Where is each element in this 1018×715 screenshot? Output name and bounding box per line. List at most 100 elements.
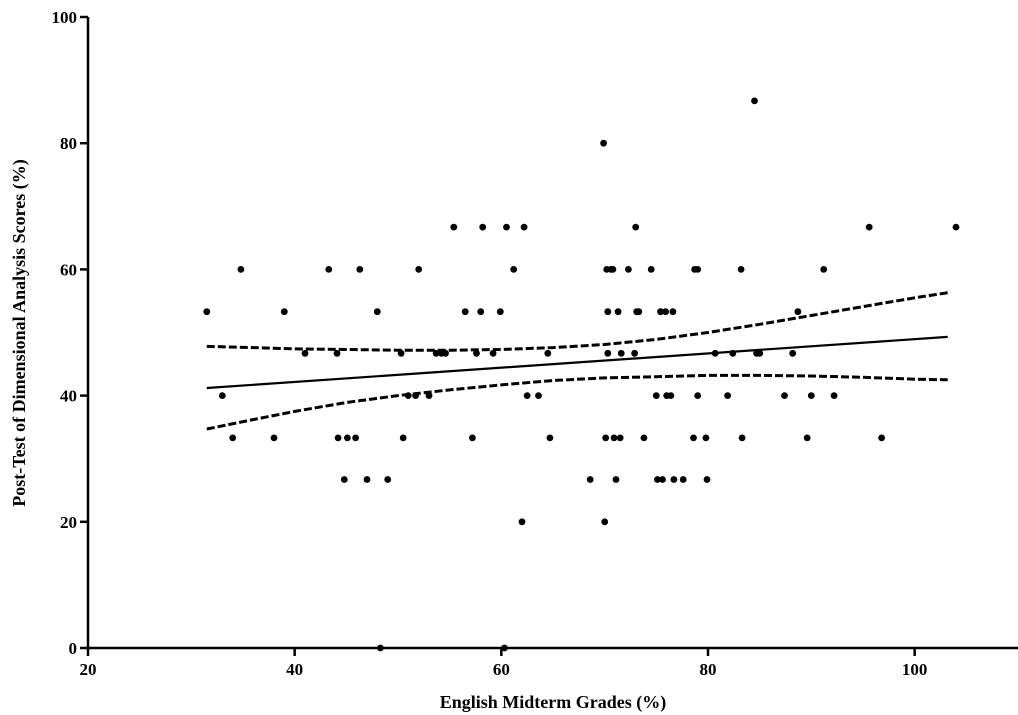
data-point <box>535 392 542 399</box>
data-point <box>544 349 552 357</box>
y-tick-label: 60 <box>60 260 77 279</box>
y-tick-label: 100 <box>52 8 78 27</box>
data-point <box>647 266 655 273</box>
y-tick-label: 20 <box>60 513 77 532</box>
data-point <box>203 308 211 316</box>
data-point <box>830 392 838 399</box>
data-point <box>373 308 381 316</box>
data-point <box>616 434 624 442</box>
data-point <box>352 434 359 442</box>
data-point <box>702 434 710 442</box>
data-point <box>384 476 392 483</box>
data-point <box>546 434 554 442</box>
x-tick-label: 60 <box>493 660 510 679</box>
data-point <box>625 266 632 273</box>
ci-lower-line <box>206 373 948 431</box>
data-point <box>520 223 528 231</box>
data-point <box>631 349 638 357</box>
data-point <box>432 349 440 357</box>
regression-line <box>206 335 948 390</box>
data-point <box>344 434 351 442</box>
data-point <box>617 349 625 357</box>
data-point <box>657 308 664 316</box>
data-point <box>865 223 873 231</box>
data-point <box>334 434 342 442</box>
data-point <box>356 266 364 273</box>
data-point <box>756 349 764 357</box>
data-point <box>738 434 746 442</box>
y-axis-title: Post-Test of Dimensional Analysis Scores… <box>9 159 30 507</box>
data-point <box>610 434 618 442</box>
data-point <box>667 392 675 399</box>
data-point <box>601 518 609 526</box>
data-point <box>878 434 885 442</box>
data-point <box>270 434 278 442</box>
data-point <box>711 349 719 357</box>
data-point <box>807 392 815 399</box>
data-point <box>503 223 510 231</box>
confidence-band <box>206 291 948 431</box>
x-tick-label: 20 <box>80 660 97 679</box>
y-tick-label: 40 <box>60 387 77 406</box>
data-point <box>442 349 449 357</box>
data-point <box>237 266 245 273</box>
data-point <box>333 349 341 357</box>
data-point <box>703 476 711 483</box>
data-point <box>659 476 666 483</box>
data-point <box>690 434 697 442</box>
data-point <box>694 392 702 399</box>
data-point <box>399 434 407 442</box>
data-point <box>363 476 371 483</box>
data-point <box>600 139 607 147</box>
data-point <box>612 476 620 483</box>
data-point <box>614 308 622 316</box>
data-point <box>724 392 731 399</box>
data-point <box>586 476 594 483</box>
x-tick-label: 100 <box>902 660 928 679</box>
data-point <box>461 308 469 316</box>
data-point <box>479 223 487 231</box>
ci-upper-line <box>206 291 948 352</box>
data-point <box>640 434 648 442</box>
y-tick-label: 80 <box>60 134 77 153</box>
data-point <box>229 434 237 442</box>
data-point <box>602 434 610 442</box>
x-tick-label: 80 <box>700 660 717 679</box>
data-point <box>404 392 412 399</box>
data-point <box>679 476 687 483</box>
data-point <box>280 308 288 316</box>
data-point <box>632 223 640 231</box>
data-point <box>729 349 737 357</box>
data-point <box>952 223 960 231</box>
y-tick-label: 0 <box>69 639 78 658</box>
data-point <box>496 308 504 316</box>
data-point <box>803 434 811 442</box>
data-point <box>604 349 612 357</box>
axes <box>86 17 1018 650</box>
data-point <box>450 223 458 231</box>
data-point <box>469 434 476 442</box>
data-point <box>789 349 797 357</box>
data-point <box>412 392 419 399</box>
x-axis-title: English Midterm Grades (%) <box>440 692 667 713</box>
data-point <box>477 308 485 316</box>
data-points <box>203 97 960 652</box>
data-point <box>609 266 617 273</box>
data-point <box>820 266 828 273</box>
data-point <box>397 349 405 357</box>
data-point <box>604 308 612 316</box>
data-point <box>694 266 702 273</box>
data-point <box>325 266 333 273</box>
x-tick-label: 40 <box>286 660 303 679</box>
data-point <box>794 308 802 316</box>
data-point <box>669 308 677 316</box>
data-point <box>652 392 660 399</box>
data-point <box>415 266 423 273</box>
data-point <box>218 392 226 399</box>
data-point <box>737 266 745 273</box>
data-point <box>751 97 758 105</box>
data-point <box>781 392 788 399</box>
data-point <box>340 476 348 483</box>
